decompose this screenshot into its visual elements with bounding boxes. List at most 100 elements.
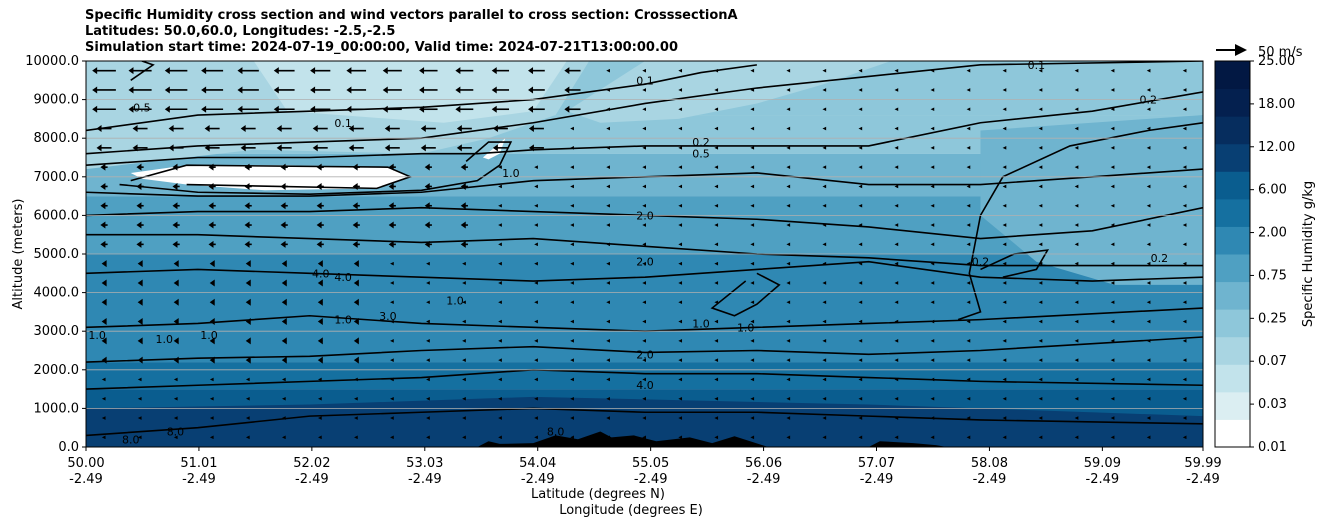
wind-vector-head	[346, 86, 352, 94]
wind-vector	[1110, 377, 1115, 382]
contour-labels: 0.10.10.10.20.50.20.51.02.02.04.0 4.01.01…	[88, 59, 1168, 446]
wind-vector	[786, 107, 791, 112]
wind-vector	[1146, 203, 1151, 208]
wind-vector-head	[388, 221, 394, 229]
wind-vector	[137, 416, 142, 420]
wind-vector	[858, 416, 863, 420]
wind-vector	[750, 165, 755, 169]
wind-vector-head	[208, 202, 214, 210]
wind-vector	[1074, 88, 1079, 92]
wind-vector	[1038, 165, 1043, 169]
wind-vector-head	[96, 125, 102, 133]
wind-vector	[534, 184, 538, 189]
wind-vector-head	[128, 105, 134, 113]
colorbar-swatch	[1215, 281, 1250, 310]
wind-vector-head	[92, 86, 98, 94]
wind-vector-head	[201, 86, 207, 94]
wind-vector	[642, 107, 646, 112]
wind-vector	[462, 435, 466, 440]
y-tick-label: 6000.0	[34, 208, 80, 223]
wind-vector	[1182, 416, 1187, 420]
wind-vector	[281, 396, 286, 401]
wind-vector	[858, 300, 863, 305]
wind-vector-head	[245, 298, 251, 306]
wind-vector	[462, 281, 466, 285]
colorbar-swatch	[1215, 116, 1250, 145]
colorbar-tick-label: 0.03	[1258, 397, 1287, 412]
wind-vector-head	[237, 67, 243, 75]
wind-vector-head	[172, 163, 178, 171]
wind-vector-head	[528, 105, 534, 113]
wind-vector	[822, 319, 827, 324]
wind-vector	[173, 396, 178, 401]
contour-line	[86, 260, 1203, 282]
x-axis-label-lat: Latitude (degrees N)	[531, 487, 665, 502]
wind-vector	[1182, 203, 1187, 208]
wind-vector	[786, 223, 791, 227]
wind-vector	[714, 319, 719, 324]
wind-vector	[426, 396, 430, 401]
wind-vector	[714, 223, 719, 227]
wind-vector	[1182, 396, 1187, 401]
colorbar-swatch	[1215, 336, 1250, 365]
wind-vector	[498, 416, 502, 420]
wind-vector-head	[96, 144, 102, 152]
wind-vector-head	[164, 105, 170, 113]
wind-vector	[1002, 339, 1007, 343]
wind-vector	[570, 435, 574, 440]
wind-vector	[1146, 300, 1151, 305]
wind-vector	[462, 339, 466, 343]
wind-vector-head	[132, 125, 138, 133]
wind-vector-head	[164, 86, 170, 94]
wind-vector	[894, 223, 899, 227]
wind-vector	[281, 416, 286, 420]
wind-vector	[534, 281, 538, 285]
wind-vector-head	[388, 163, 394, 171]
wind-vector-head	[137, 298, 143, 306]
wind-vector	[1038, 107, 1043, 112]
wind-vector-head	[382, 105, 388, 113]
wind-vector	[390, 377, 394, 382]
wind-vector	[354, 377, 358, 382]
wind-vector-head	[310, 67, 316, 75]
wind-vector	[642, 396, 646, 401]
wind-vector	[966, 281, 971, 285]
wind-vector	[750, 416, 755, 420]
wind-vector	[642, 126, 646, 131]
wind-vector	[245, 416, 250, 420]
wind-vector-head	[424, 182, 430, 190]
wind-vector-head	[460, 221, 466, 229]
wind-vector	[1038, 68, 1043, 73]
wind-vector	[858, 261, 863, 266]
colorbar-swatch	[1215, 254, 1250, 283]
contour-line	[86, 91, 1203, 167]
wind-vector	[318, 435, 322, 440]
wind-vector	[426, 261, 430, 266]
wind-vector-head	[100, 240, 106, 248]
wind-vector	[1074, 203, 1079, 208]
wind-vector	[822, 261, 827, 266]
right-mid-region	[980, 115, 1203, 285]
wind-vector	[534, 358, 538, 362]
wind-vector	[858, 339, 863, 343]
wind-vector	[822, 396, 827, 401]
wind-vector	[966, 416, 971, 420]
wind-vector-head	[244, 240, 250, 248]
wind-vector-head	[316, 163, 322, 171]
wind-vector	[1074, 107, 1079, 112]
wind-vector	[642, 339, 646, 343]
wind-vector	[930, 377, 935, 382]
wind-vector	[786, 261, 791, 266]
wind-vector	[1038, 416, 1043, 420]
wind-vector	[498, 203, 502, 208]
wind-vector	[1002, 88, 1007, 92]
wind-vector-head	[419, 86, 425, 94]
wind-vector-head	[352, 221, 358, 229]
wind-vector-head	[455, 86, 461, 94]
wind-vector	[678, 203, 683, 208]
wind-vector	[822, 68, 827, 73]
wind-vector	[498, 396, 502, 401]
wind-vector-head	[173, 279, 179, 287]
wind-vector	[966, 146, 971, 150]
